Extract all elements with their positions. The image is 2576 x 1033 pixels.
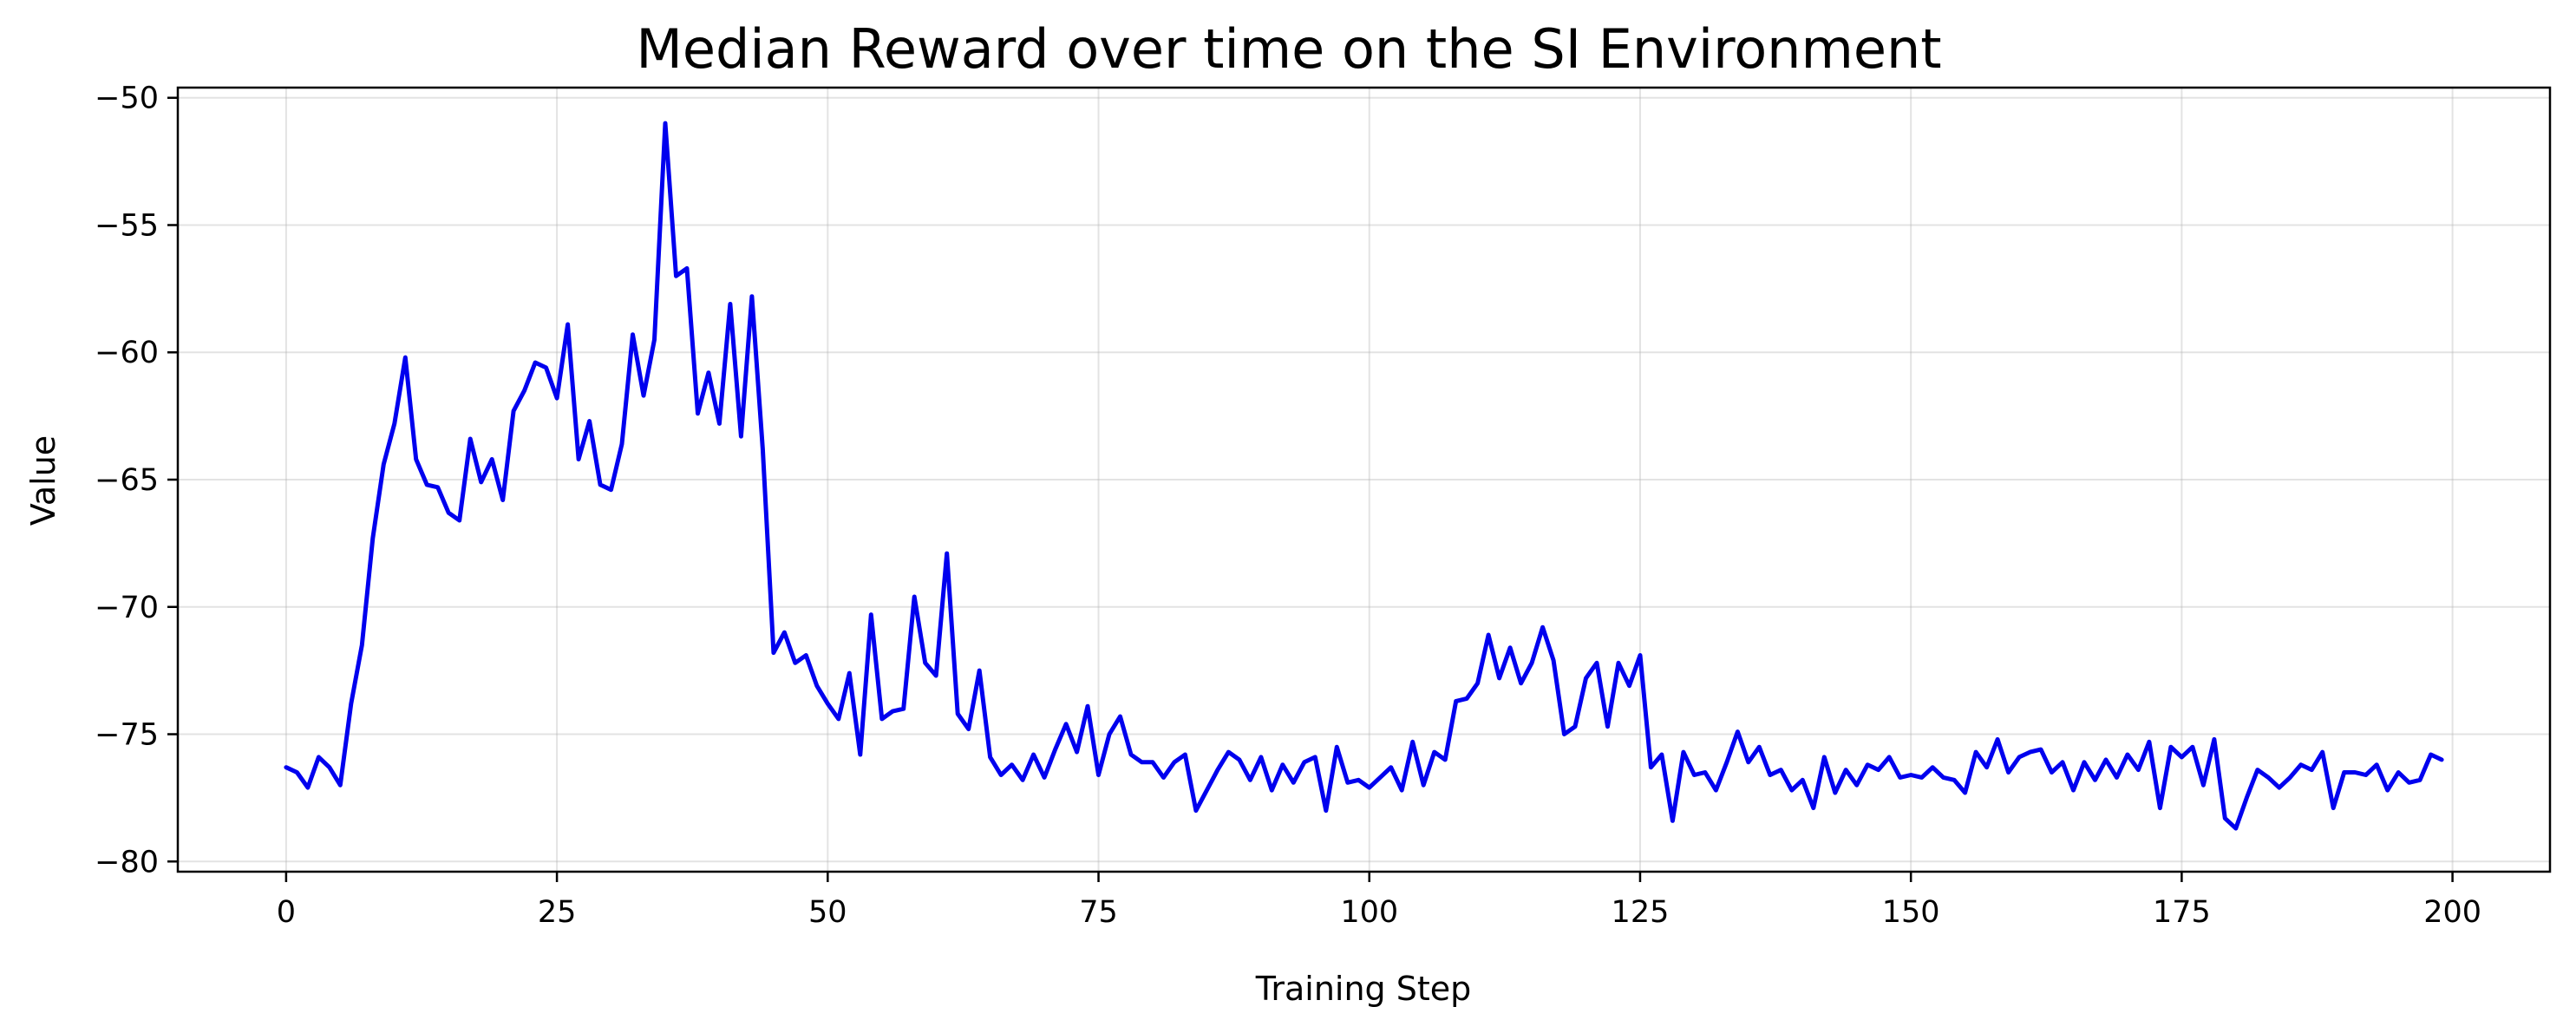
x-tick-label: 50: [808, 895, 847, 930]
x-tick-label: 150: [1882, 895, 1940, 930]
x-tick-label: 125: [1612, 895, 1670, 930]
x-tick-label: 200: [2423, 895, 2481, 930]
x-tick-label: 0: [277, 895, 296, 930]
y-tick-label: −55: [95, 208, 159, 243]
x-tick-label: 25: [538, 895, 577, 930]
x-tick-label: 75: [1079, 895, 1118, 930]
y-tick-label: −60: [95, 336, 159, 370]
chart-title: Median Reward over time on the SI Enviro…: [636, 17, 1941, 81]
axis-ticks: 0 25 50 75 100 125 150 175 200 −80 −75 −70 −65 −60 −55…: [95, 82, 2481, 930]
y-tick-label: −65: [95, 463, 159, 498]
x-tick-label: 100: [1340, 895, 1398, 930]
series-line: [284, 121, 2444, 831]
y-axis-label: Value: [24, 435, 62, 526]
grid-lines: [178, 88, 2550, 872]
y-tick-label: −75: [95, 718, 159, 753]
y-tick-label: −80: [95, 845, 159, 879]
series-layer: [284, 121, 2444, 831]
y-tick-label: −70: [95, 591, 159, 625]
y-tick-label: −50: [95, 82, 159, 116]
x-axis-label: Training Step: [1255, 970, 1472, 1008]
x-tick-label: 175: [2153, 895, 2211, 930]
